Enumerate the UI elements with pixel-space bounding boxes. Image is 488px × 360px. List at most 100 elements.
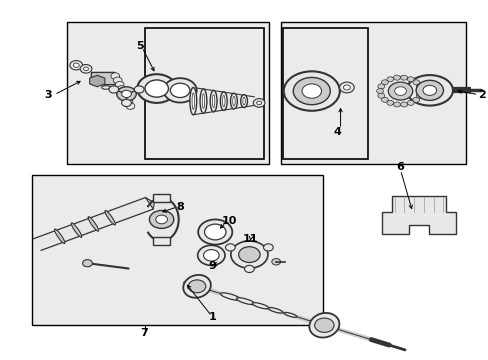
Circle shape — [387, 82, 412, 100]
Ellipse shape — [212, 95, 214, 108]
Circle shape — [122, 94, 130, 101]
Text: 6: 6 — [396, 162, 404, 172]
Circle shape — [244, 265, 254, 273]
Circle shape — [197, 245, 224, 265]
FancyBboxPatch shape — [91, 72, 115, 85]
Circle shape — [415, 93, 422, 98]
Circle shape — [145, 80, 168, 97]
Circle shape — [381, 97, 387, 102]
Ellipse shape — [200, 89, 206, 113]
Ellipse shape — [71, 223, 81, 237]
Ellipse shape — [183, 275, 210, 298]
Circle shape — [253, 99, 264, 107]
Circle shape — [256, 101, 261, 105]
Circle shape — [115, 81, 124, 88]
Circle shape — [124, 99, 133, 105]
Ellipse shape — [230, 93, 237, 109]
Ellipse shape — [406, 75, 452, 105]
Text: 1: 1 — [208, 312, 216, 322]
Circle shape — [407, 100, 413, 105]
Ellipse shape — [252, 303, 268, 309]
Bar — [281, 22, 466, 164]
Circle shape — [343, 85, 349, 90]
Circle shape — [417, 89, 424, 94]
Circle shape — [263, 244, 273, 251]
Circle shape — [149, 211, 173, 228]
Circle shape — [80, 64, 92, 73]
Ellipse shape — [220, 92, 227, 111]
Text: 8: 8 — [176, 202, 183, 212]
Circle shape — [111, 73, 120, 79]
Polygon shape — [182, 280, 372, 342]
Circle shape — [73, 63, 79, 67]
Circle shape — [376, 89, 383, 94]
Text: 4: 4 — [332, 127, 341, 136]
Ellipse shape — [309, 313, 339, 338]
Circle shape — [70, 60, 82, 70]
Circle shape — [386, 100, 393, 105]
Ellipse shape — [192, 93, 194, 109]
Circle shape — [203, 249, 219, 261]
Circle shape — [117, 87, 136, 101]
Ellipse shape — [152, 200, 181, 239]
Circle shape — [113, 77, 122, 84]
Circle shape — [302, 84, 321, 98]
Circle shape — [198, 220, 232, 244]
Ellipse shape — [220, 293, 240, 300]
Ellipse shape — [284, 312, 296, 317]
Circle shape — [415, 80, 443, 100]
Ellipse shape — [283, 71, 339, 111]
Circle shape — [415, 84, 422, 89]
Circle shape — [339, 82, 353, 93]
Circle shape — [422, 85, 436, 95]
Circle shape — [188, 280, 205, 293]
Circle shape — [122, 90, 131, 98]
Ellipse shape — [189, 87, 196, 115]
Circle shape — [314, 318, 333, 332]
Circle shape — [204, 224, 225, 240]
Circle shape — [393, 102, 400, 107]
Bar — [282, 28, 367, 159]
Circle shape — [412, 97, 419, 102]
Circle shape — [126, 103, 135, 109]
Polygon shape — [382, 196, 455, 234]
Circle shape — [412, 80, 419, 85]
Ellipse shape — [268, 307, 282, 313]
Circle shape — [394, 87, 406, 95]
Circle shape — [83, 67, 88, 71]
Text: 10: 10 — [221, 216, 236, 226]
Ellipse shape — [236, 298, 254, 305]
Text: 2: 2 — [478, 90, 486, 100]
Ellipse shape — [88, 217, 99, 231]
Ellipse shape — [243, 97, 245, 105]
Circle shape — [407, 77, 413, 82]
Ellipse shape — [222, 95, 224, 107]
Circle shape — [238, 247, 260, 262]
Ellipse shape — [105, 211, 115, 225]
Circle shape — [400, 102, 407, 107]
Circle shape — [230, 241, 267, 268]
Circle shape — [137, 74, 176, 103]
Text: 11: 11 — [243, 234, 258, 244]
Bar — [153, 237, 170, 244]
Circle shape — [117, 86, 126, 92]
Circle shape — [377, 93, 384, 98]
Circle shape — [271, 258, 280, 265]
Circle shape — [109, 86, 119, 93]
Polygon shape — [33, 198, 153, 250]
Ellipse shape — [232, 96, 235, 106]
Circle shape — [163, 78, 196, 103]
Ellipse shape — [240, 95, 247, 108]
Ellipse shape — [202, 94, 204, 108]
Circle shape — [380, 77, 419, 105]
Circle shape — [377, 84, 384, 89]
Circle shape — [393, 75, 400, 80]
Bar — [66, 22, 268, 164]
Circle shape — [82, 260, 92, 267]
Polygon shape — [89, 75, 104, 87]
Ellipse shape — [210, 90, 217, 112]
Circle shape — [400, 75, 407, 80]
Ellipse shape — [102, 86, 110, 89]
Circle shape — [225, 244, 235, 251]
Circle shape — [119, 90, 128, 96]
